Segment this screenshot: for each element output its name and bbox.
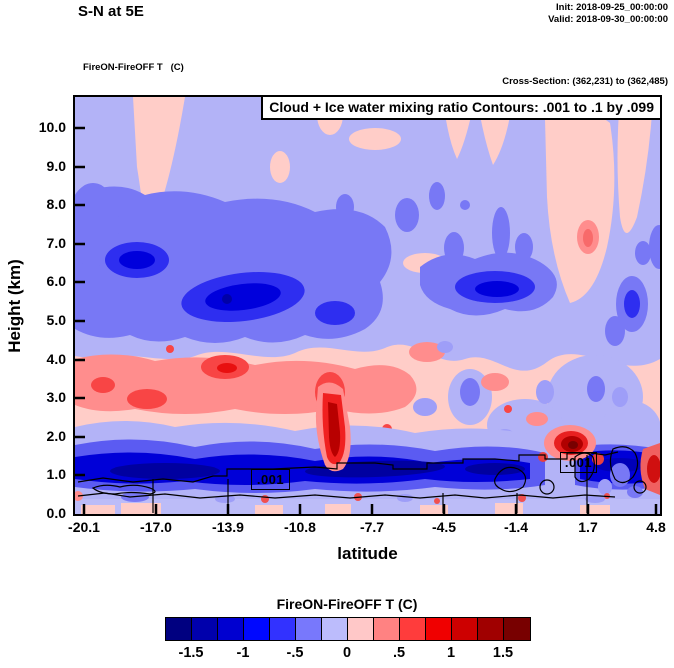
colorbar-label: 1	[446, 645, 456, 661]
colorbar-cell	[426, 618, 452, 640]
y-tick-7: 7.0	[46, 235, 66, 251]
cross-section-coords: Cross-Section: (362,231) to (362,485)	[502, 76, 668, 87]
y-tick-5: 5.0	[46, 312, 66, 328]
x-axis-label: latitude	[337, 544, 398, 563]
y-tick-3: 3.0	[46, 389, 66, 405]
colorbar-cell	[218, 618, 244, 640]
contour-value-label-right: .001	[560, 452, 597, 473]
y-tick-1: 1.0	[46, 466, 66, 482]
x-tick-3: -10.8	[284, 519, 316, 535]
valid-time: Valid: 2018-09-30_00:00:00	[548, 13, 668, 25]
contour-info-box: Cloud + Ice water mixing ratio Contours:…	[261, 95, 662, 120]
x-tick-5: -4.5	[431, 519, 457, 535]
colorbar-label: 0	[342, 645, 352, 661]
y-tick-9: 9.0	[46, 158, 66, 174]
colorbar-cell	[348, 618, 374, 640]
colorbar-label: -1.5	[178, 645, 204, 661]
y-tick-8: 8.0	[46, 196, 66, 212]
x-tick-4: -7.7	[359, 519, 385, 535]
colorbar-title: FireON-FireOFF T (C)	[276, 596, 418, 612]
shade-blue-upper	[75, 182, 660, 402]
colorbar-cell	[296, 618, 322, 640]
colorbar-cell	[270, 618, 296, 640]
colorbar-cell	[478, 618, 504, 640]
x-tick-0: -20.1	[68, 519, 100, 535]
colorbar-cell	[192, 618, 218, 640]
colorbar-cell	[400, 618, 426, 640]
x-tick-8: 4.8	[646, 519, 666, 535]
contour-canvas	[75, 97, 660, 514]
colorbar-label: -.5	[286, 645, 304, 661]
field-line-shaded: FireON-FireOFF T (C)	[83, 62, 184, 73]
colorbar	[165, 617, 531, 641]
x-tick-2: -13.9	[212, 519, 244, 535]
colorbar-cell	[244, 618, 270, 640]
y-tick-2: 2.0	[46, 428, 66, 444]
contour-value-label-left: .001	[251, 469, 290, 490]
axis-tick-marks	[75, 126, 658, 514]
run-times: Init: 2018-09-25_00:00:00 Valid: 2018-09…	[548, 2, 668, 25]
colorbar-label: -1	[236, 645, 250, 661]
y-tick-4: 4.0	[46, 351, 66, 367]
y-axis-label: Height (km)	[5, 259, 24, 353]
shade-dark-red-blobs	[538, 425, 660, 498]
colorbar-cell	[374, 618, 400, 640]
y-tick-0: 0.0	[46, 505, 66, 521]
colorbar-cell	[322, 618, 348, 640]
x-tick-6: -1.4	[503, 519, 529, 535]
page-title: S-N at 5E	[78, 3, 144, 20]
colorbar-cell	[166, 618, 192, 640]
y-tick-10: 10.0	[38, 119, 66, 135]
x-tick-7: 1.7	[578, 519, 598, 535]
shade-surface-strip	[75, 491, 610, 514]
cloud-contour-lines	[77, 446, 647, 513]
y-tick-6: 6.0	[46, 273, 66, 289]
x-tick-1: -17.0	[140, 519, 172, 535]
colorbar-label: 1.5	[492, 645, 514, 661]
colorbar-cell	[504, 618, 530, 640]
colorbar-cell	[452, 618, 478, 640]
shade-red-plunge	[315, 382, 351, 472]
colorbar-label: .5	[392, 645, 406, 661]
shade-blue-low-band	[75, 421, 660, 499]
init-time: Init: 2018-09-25_00:00:00	[556, 2, 668, 13]
cross-section-plot: Cloud + Ice water mixing ratio Contours:…	[73, 95, 662, 516]
